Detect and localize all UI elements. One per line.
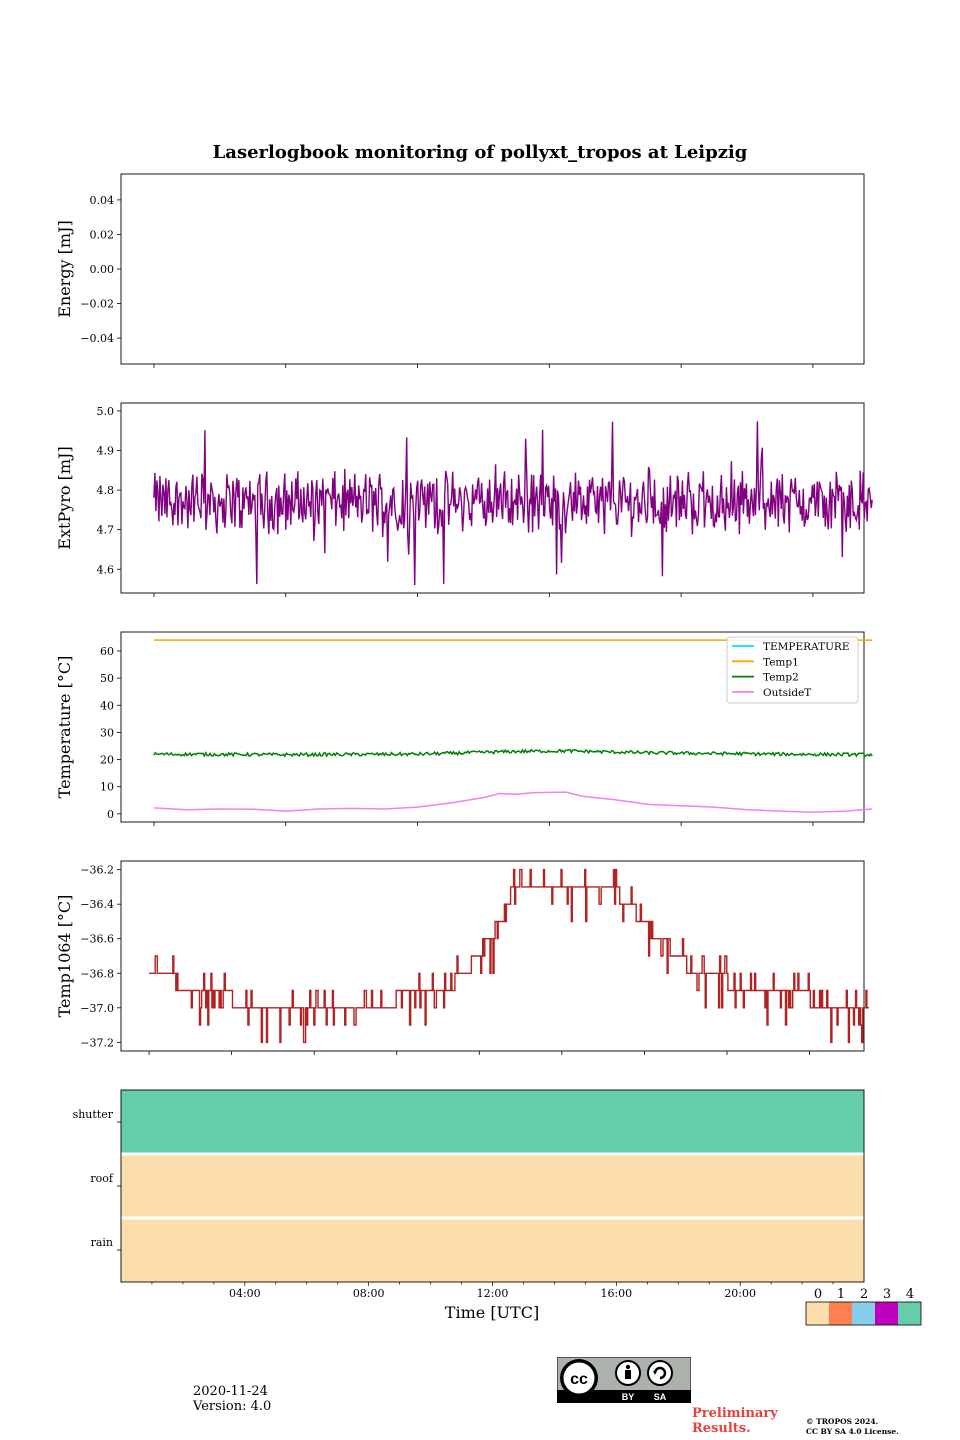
y-tick-label: −36.6 bbox=[80, 933, 114, 946]
y-tick-label: 30 bbox=[100, 726, 114, 739]
legend-label: TEMPERATURE bbox=[763, 641, 850, 653]
status-row-rain bbox=[121, 1218, 864, 1282]
cc-sa-label: SA bbox=[654, 1392, 667, 1402]
y-tick-label: 5.0 bbox=[97, 405, 115, 418]
colorbar-frame bbox=[805, 1301, 922, 1326]
series-line-outsidet bbox=[153, 791, 873, 813]
colorbar-swatch bbox=[829, 1302, 852, 1325]
panel-energy: −0.04 −0.02 0.00 0.02 0.04 Energy [mJ] bbox=[55, 173, 865, 368]
copyright-line-2: CC BY SA 4.0 License. bbox=[806, 1426, 899, 1436]
y-axis-label: Temperature [°C] bbox=[55, 656, 74, 799]
y-tick-label: 60 bbox=[100, 645, 114, 658]
panel-status: shutter roof rain 04:00 08:00 12:00 16:00 20:00 bbox=[73, 1089, 865, 1300]
series-line-temp2 bbox=[153, 748, 873, 758]
y-tick-label: 4.7 bbox=[97, 524, 115, 537]
plot-frame bbox=[120, 631, 865, 823]
colorbar-swatch bbox=[875, 1302, 898, 1325]
preliminary-notice: Preliminary Results. bbox=[692, 1406, 778, 1436]
y-tick-label: 0 bbox=[107, 808, 114, 821]
y-tick-label: 40 bbox=[100, 699, 114, 712]
x-axis-label: Time [UTC] bbox=[445, 1303, 539, 1322]
footer-version: Version: 4.0 bbox=[193, 1399, 272, 1414]
series-line-extpyro bbox=[153, 421, 873, 586]
status-row-label: roof bbox=[90, 1172, 114, 1185]
status-row-label: rain bbox=[91, 1236, 113, 1249]
colorbar-label: 3 bbox=[883, 1287, 891, 1302]
legend-label: Temp2 bbox=[763, 672, 799, 684]
colorbar-label: 0 bbox=[814, 1287, 822, 1302]
panel-temperature: 0 10 20 30 40 50 60 Temperature [°C] TEMPERATURE… bbox=[55, 631, 873, 826]
y-tick-label: 4.8 bbox=[97, 484, 115, 497]
colorbar-swatch bbox=[898, 1302, 921, 1325]
preliminary-line-2: Results. bbox=[692, 1421, 751, 1436]
copyright-notice: © TROPOS 2024. CC BY SA 4.0 License. bbox=[806, 1417, 899, 1436]
status-row-roof bbox=[121, 1154, 864, 1218]
copyright-line-1: © TROPOS 2024. bbox=[806, 1417, 879, 1426]
status-row-label: shutter bbox=[73, 1108, 114, 1121]
y-tick-label: 0.02 bbox=[90, 228, 115, 241]
y-tick-label: −37.0 bbox=[80, 1002, 114, 1015]
x-tick-label: 12:00 bbox=[477, 1287, 509, 1300]
x-tick-label: 04:00 bbox=[229, 1287, 261, 1300]
legend-label: Temp1 bbox=[763, 656, 799, 668]
x-tick-label: 20:00 bbox=[724, 1287, 756, 1300]
colorbar-label: 2 bbox=[860, 1287, 868, 1302]
y-tick-label: 0.04 bbox=[90, 194, 115, 207]
y-tick-label: −37.2 bbox=[80, 1036, 114, 1049]
y-tick-label: −36.8 bbox=[80, 967, 114, 980]
y-axis-label: ExtPyro [mJ] bbox=[55, 446, 74, 549]
colorbar-swatch bbox=[806, 1302, 829, 1325]
y-tick-label: 0.00 bbox=[90, 263, 115, 276]
cc-by-sa-license-icon: cc BY SA bbox=[557, 1357, 691, 1403]
cc-by-label: BY bbox=[622, 1392, 635, 1402]
y-tick-label: 20 bbox=[100, 754, 114, 767]
y-axis-label: Energy [mJ] bbox=[55, 220, 74, 318]
x-tick-label: 16:00 bbox=[600, 1287, 632, 1300]
preliminary-line-1: Preliminary bbox=[692, 1406, 778, 1421]
y-tick-label: −0.04 bbox=[80, 332, 114, 345]
series-line-temp1064 bbox=[149, 868, 869, 1044]
y-tick-label: 10 bbox=[100, 781, 114, 794]
panel-temp1064: −37.2 −37.0 −36.8 −36.6 −36.4 −36.2 Temp1064 [… bbox=[55, 860, 869, 1055]
colorbar-label: 1 bbox=[837, 1287, 845, 1302]
status-row-shutter bbox=[121, 1090, 864, 1154]
y-tick-label: −36.4 bbox=[80, 898, 114, 911]
legend-box bbox=[726, 636, 859, 704]
colorbar-swatch bbox=[852, 1302, 875, 1325]
y-tick-label: −0.02 bbox=[80, 298, 114, 311]
plot-frame bbox=[120, 860, 865, 1052]
y-tick-label: 4.6 bbox=[97, 563, 115, 576]
x-tick-label: 08:00 bbox=[353, 1287, 385, 1300]
panel-extpyro: 4.6 4.7 4.8 4.9 5.0 ExtPyro [mJ] bbox=[55, 402, 873, 597]
plot-frame bbox=[120, 173, 865, 365]
y-tick-label: 50 bbox=[100, 672, 114, 685]
colorbar-label: 4 bbox=[906, 1287, 914, 1302]
y-tick-label: −36.2 bbox=[80, 864, 114, 877]
footer-info: 2020-11-24 Version: 4.0 bbox=[193, 1384, 271, 1414]
y-tick-label: 4.9 bbox=[97, 445, 115, 458]
chart-title: Laserlogbook monitoring of pollyxt_tropo… bbox=[213, 142, 748, 163]
legend-label: OutsideT bbox=[763, 687, 811, 699]
y-axis-label: Temp1064 [°C] bbox=[55, 895, 74, 1018]
legend: TEMPERATURE Temp1 Temp2 OutsideT bbox=[726, 636, 859, 704]
cc-mark: cc bbox=[570, 1371, 588, 1388]
footer-date: 2020-11-24 bbox=[193, 1384, 268, 1399]
